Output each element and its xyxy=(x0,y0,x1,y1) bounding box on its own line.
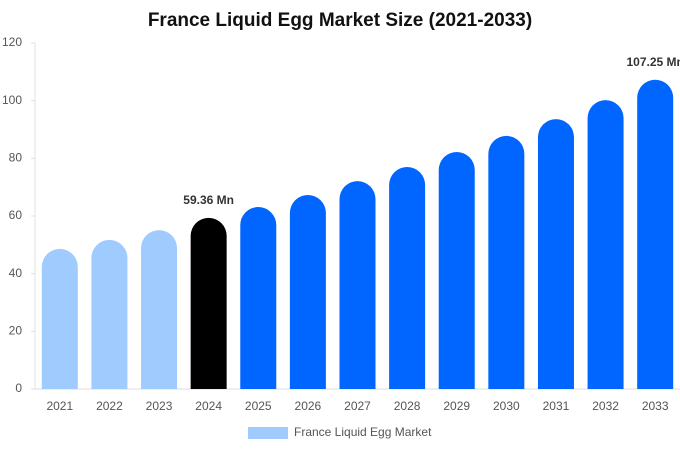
y-tick-label: 0 xyxy=(15,381,22,395)
value-label: 107.25 Mn xyxy=(627,55,680,69)
x-tick-label: 2032 xyxy=(592,399,619,413)
bar xyxy=(190,217,227,389)
y-tick-label: 100 xyxy=(2,93,22,107)
x-tick-label: 2028 xyxy=(394,399,421,413)
x-tick-label: 2030 xyxy=(493,399,520,413)
legend-label: France Liquid Egg Market xyxy=(294,425,432,439)
bar xyxy=(240,207,277,389)
bar xyxy=(339,181,376,389)
bar xyxy=(587,100,624,389)
y-tick-label: 80 xyxy=(9,151,23,165)
x-tick-label: 2026 xyxy=(295,399,322,413)
bar xyxy=(488,135,525,389)
legend-swatch xyxy=(248,427,288,439)
bar xyxy=(537,119,574,389)
x-tick-label: 2024 xyxy=(195,399,222,413)
y-tick-label: 20 xyxy=(9,324,23,338)
y-tick-label: 120 xyxy=(2,35,22,49)
x-tick-label: 2025 xyxy=(245,399,272,413)
x-tick-label: 2029 xyxy=(443,399,470,413)
y-tick-label: 60 xyxy=(9,208,23,222)
bar xyxy=(91,239,128,389)
x-tick-label: 2023 xyxy=(146,399,173,413)
bar xyxy=(41,248,78,389)
x-tick-label: 2031 xyxy=(543,399,570,413)
x-tick-label: 2027 xyxy=(344,399,371,413)
chart-title: France Liquid Egg Market Size (2021-2033… xyxy=(148,10,532,31)
bar xyxy=(141,230,178,389)
x-tick-label: 2021 xyxy=(46,399,73,413)
bar xyxy=(289,194,326,389)
x-tick-label: 2022 xyxy=(96,399,123,413)
bar xyxy=(637,79,674,389)
bar xyxy=(389,166,426,389)
bar xyxy=(438,151,475,389)
x-tick-label: 2033 xyxy=(642,399,669,413)
value-label: 59.36 Mn xyxy=(183,193,234,207)
y-tick-label: 40 xyxy=(9,266,23,280)
